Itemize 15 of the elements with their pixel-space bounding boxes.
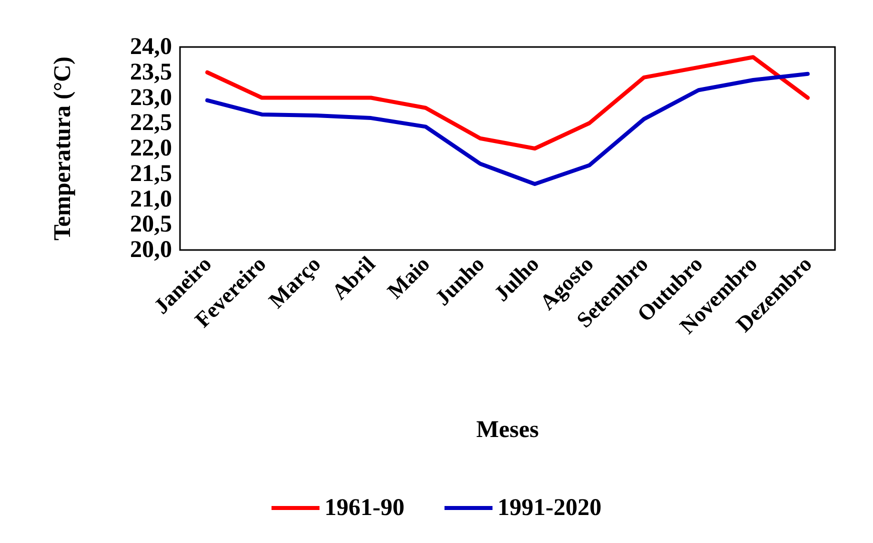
- legend-label: 1961-90: [324, 495, 405, 521]
- line-series: [205, 72, 810, 186]
- y-tick-label: 20,5: [130, 212, 172, 238]
- x-axis-title: Meses: [476, 417, 539, 443]
- y-tick-label: 21,0: [130, 186, 172, 212]
- y-tick-label: 22,5: [130, 110, 172, 136]
- y-tick-label: 24,0: [130, 34, 172, 60]
- y-tick-label: 22,0: [130, 136, 172, 162]
- y-tick-label: 23,0: [130, 84, 172, 111]
- y-tick-label: 21,5: [130, 160, 172, 187]
- y-tick-label: 23,5: [130, 59, 172, 86]
- line-series: [205, 55, 810, 150]
- legend-label: 1991-2020: [498, 495, 602, 521]
- y-tick-label: 20,0: [130, 237, 172, 263]
- y-axis-title: Temperatura (°C): [50, 56, 76, 241]
